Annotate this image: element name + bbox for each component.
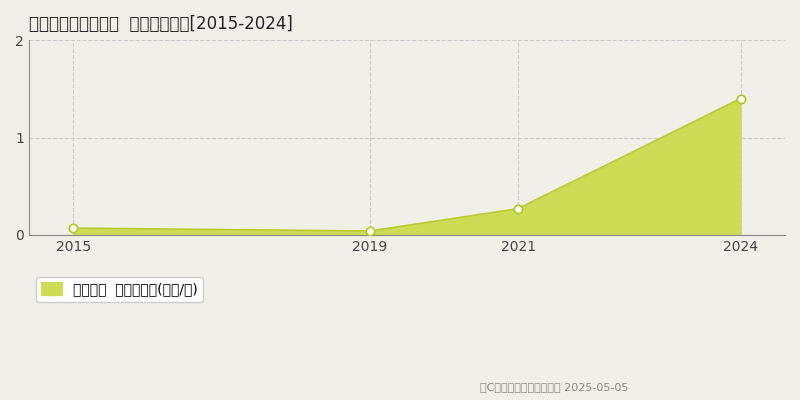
Legend: 土地価格  平均坪単価(万円/坪): 土地価格 平均坪単価(万円/坪): [36, 277, 203, 302]
Text: 多気郡多気町上出江  土地価格推移[2015-2024]: 多気郡多気町上出江 土地価格推移[2015-2024]: [29, 15, 293, 33]
Text: （C）土地価格ドットコム 2025-05-05: （C）土地価格ドットコム 2025-05-05: [480, 382, 628, 392]
